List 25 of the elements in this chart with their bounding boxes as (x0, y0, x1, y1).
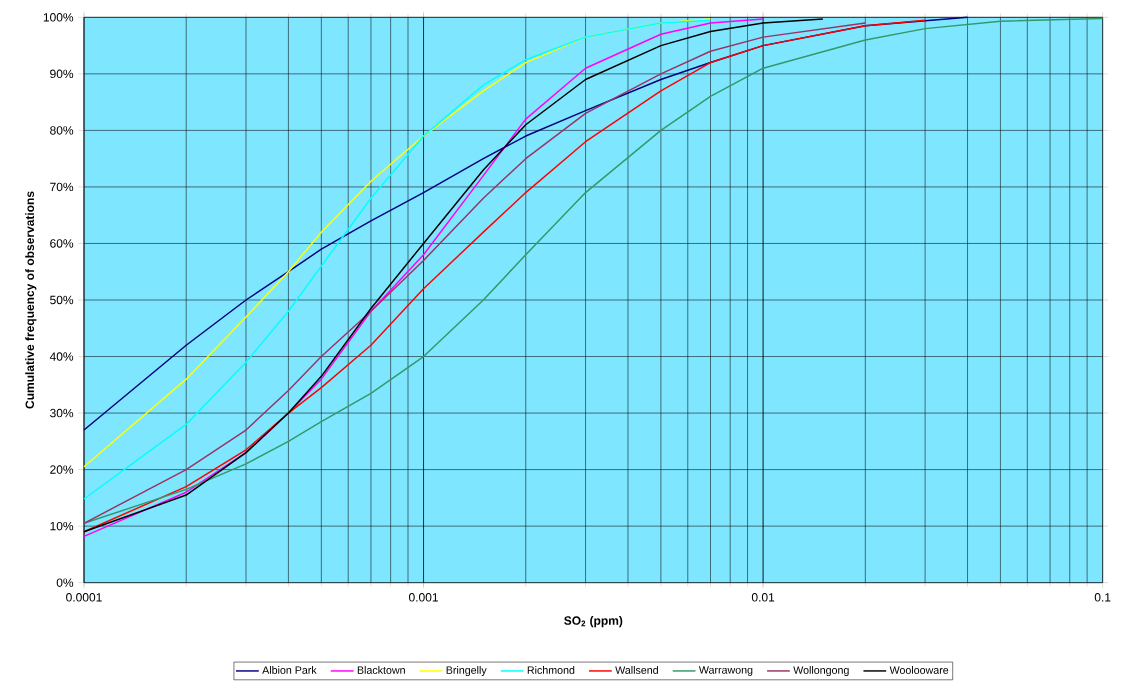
x-axis-title: SO$_{2}$ (ppm) (564, 615, 623, 628)
y-tick-label: 60% (50, 239, 74, 248)
legend-label: Warrawong (698, 666, 753, 676)
x-tick-label: 0.1 (1094, 592, 1111, 602)
y-tick-label: 20% (50, 465, 74, 474)
legend-label: Blacktown (357, 665, 405, 674)
legend-label: Bringelly (446, 665, 487, 676)
x-tick-label: 0.001 (408, 592, 438, 602)
y-tick-label: 80% (50, 125, 74, 135)
legend-label: Woolooware (889, 665, 949, 674)
legend-label: Wallsend (615, 665, 658, 674)
legend-label: Wollongong (793, 665, 849, 676)
y-tick-label: 90% (50, 69, 74, 78)
x-tick-label: 0.01 (751, 592, 775, 602)
y-tick-label: 0% (56, 578, 74, 587)
y-tick-label: 100% (43, 12, 74, 22)
legend-label: Richmond (527, 665, 575, 674)
x-tick-label: 0.0001 (66, 592, 102, 602)
y-tick-label: 50% (50, 295, 74, 305)
y-tick-label: 30% (50, 408, 74, 418)
y-tick-label: 40% (49, 352, 74, 361)
legend-label: Albion Park (262, 665, 317, 674)
y-tick-label: 70% (50, 182, 74, 192)
y-axis-title: Cumulative frequency of observations (25, 191, 37, 409)
y-tick-label: 10% (50, 521, 74, 531)
